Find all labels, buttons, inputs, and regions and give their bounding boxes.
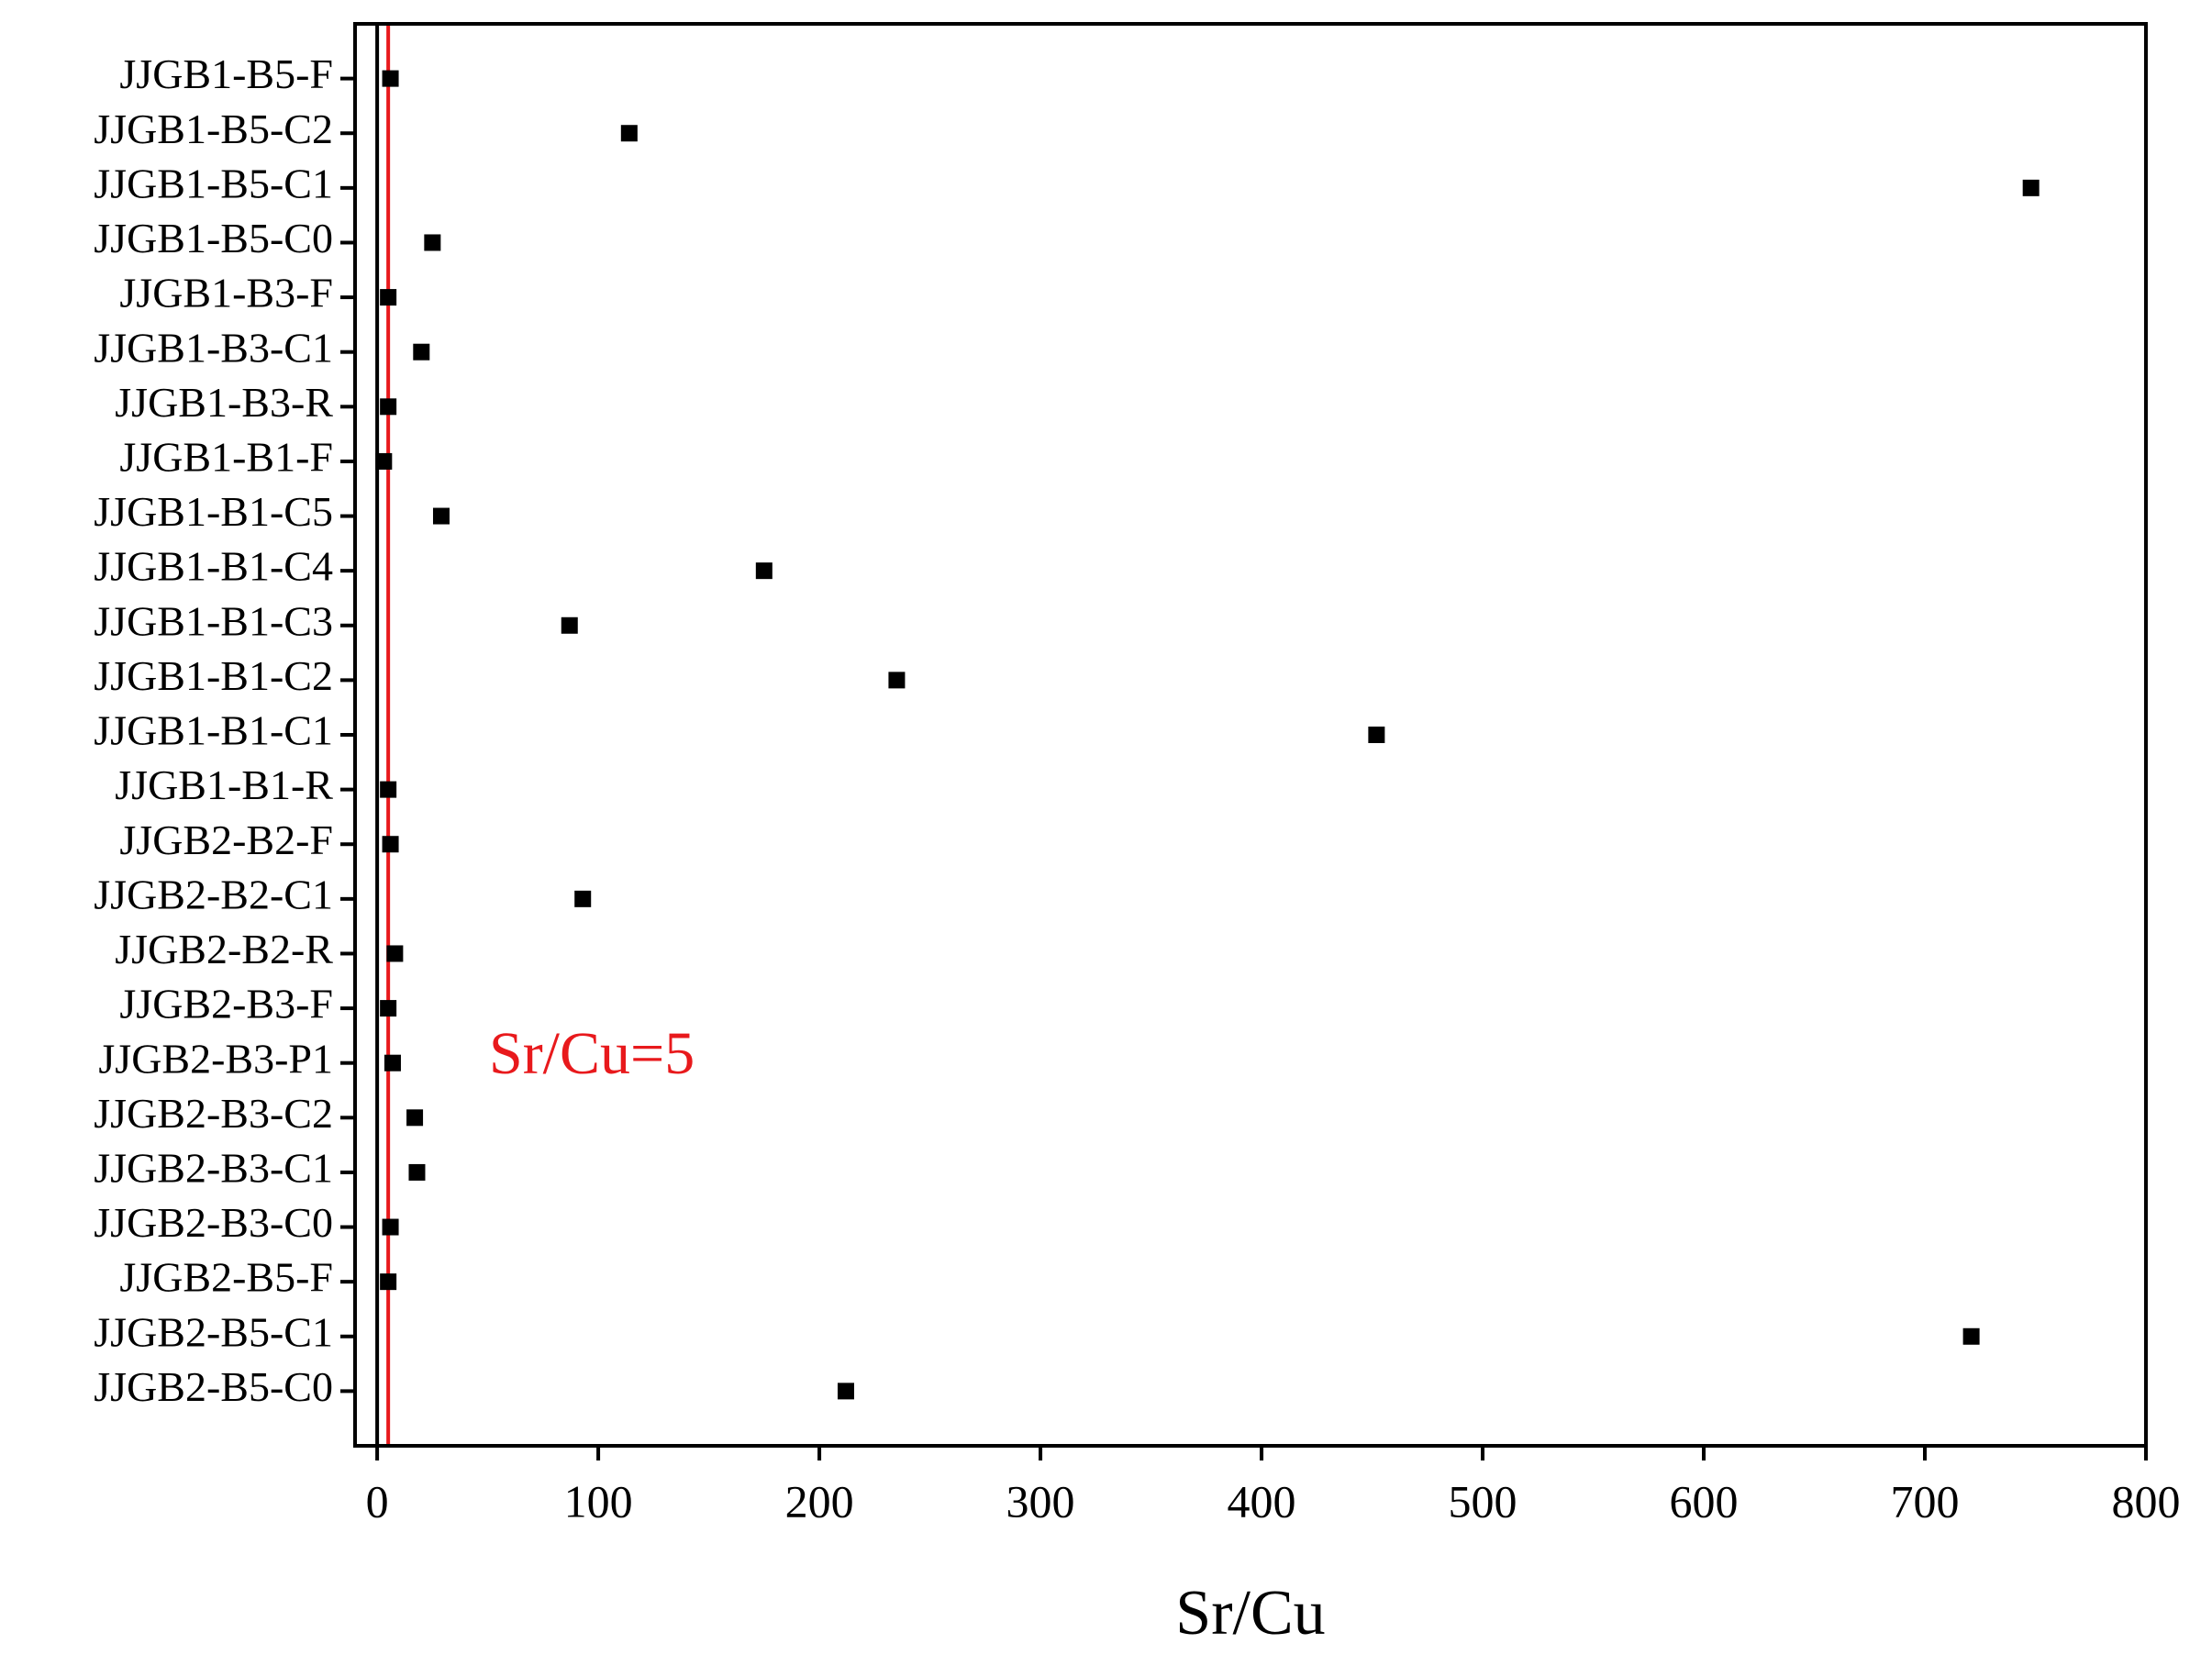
point xyxy=(755,562,773,580)
x-tick-label: 200 xyxy=(785,1475,854,1527)
point xyxy=(837,1383,854,1400)
point xyxy=(620,125,638,142)
point xyxy=(1962,1327,1980,1345)
y-tick-label: JJGB2-B3-C0 xyxy=(94,1199,333,1246)
y-tick-label: JJGB1-B5-C2 xyxy=(94,106,333,152)
point xyxy=(382,70,399,87)
x-tick-label: 100 xyxy=(564,1475,633,1527)
y-tick-label: JJGB1-B1-C4 xyxy=(94,543,333,590)
point xyxy=(380,289,397,306)
y-tick-label: JJGB1-B3-R xyxy=(115,379,333,426)
point xyxy=(574,890,592,907)
y-tick-label: JJGB1-B5-C0 xyxy=(94,215,333,261)
reference-label: Sr/Cu=5 xyxy=(489,1020,695,1087)
x-axis-title: Sr/Cu xyxy=(1175,1578,1325,1649)
point xyxy=(561,616,578,634)
x-tick-label: 500 xyxy=(1449,1475,1517,1527)
y-tick-label: JJGB2-B2-F xyxy=(119,816,333,863)
point xyxy=(1368,727,1385,743)
y-tick-label: JJGB2-B3-P1 xyxy=(98,1035,333,1082)
y-tick-label: JJGB1-B1-C3 xyxy=(94,597,333,644)
y-tick-label: JJGB1-B1-C1 xyxy=(94,707,333,754)
y-tick-label: JJGB2-B3-C1 xyxy=(94,1144,333,1191)
x-tick-label: 700 xyxy=(1891,1475,1960,1527)
x-tick-label: 300 xyxy=(1006,1475,1075,1527)
x-tick-label: 600 xyxy=(1670,1475,1739,1527)
point xyxy=(380,1000,397,1017)
point xyxy=(382,836,399,853)
x-tick-label: 800 xyxy=(2112,1475,2181,1527)
point xyxy=(424,234,441,251)
y-tick-label: JJGB1-B3-F xyxy=(119,270,333,317)
point xyxy=(386,945,404,962)
y-tick-label: JJGB1-B5-C1 xyxy=(94,160,333,206)
point xyxy=(380,398,397,416)
y-tick-label: JJGB1-B1-C2 xyxy=(94,652,333,699)
y-tick-label: JJGB1-B3-C1 xyxy=(94,324,333,371)
y-tick-label: JJGB2-B2-C1 xyxy=(94,871,333,917)
point xyxy=(375,452,393,470)
point xyxy=(432,507,450,525)
x-tick-label: 0 xyxy=(366,1475,389,1527)
y-tick-label: JJGB1-B1-C5 xyxy=(94,488,333,535)
y-tick-label: JJGB2-B5-F xyxy=(119,1254,333,1301)
y-tick-label: JJGB2-B5-C0 xyxy=(94,1363,333,1410)
y-tick-label: JJGB2-B5-C1 xyxy=(94,1308,333,1355)
y-tick-label: JJGB1-B1-F xyxy=(119,433,333,480)
plot-frame xyxy=(353,22,2148,1448)
y-tick-label: JJGB2-B3-F xyxy=(119,981,333,1027)
y-tick-label: JJGB1-B1-R xyxy=(115,761,333,808)
y-tick-label: JJGB1-B5-F xyxy=(119,50,333,97)
y-tick-label: JJGB2-B3-C2 xyxy=(94,1090,333,1137)
point xyxy=(380,1273,397,1291)
point xyxy=(2022,179,2040,196)
point xyxy=(408,1163,426,1181)
point xyxy=(382,1218,399,1236)
point xyxy=(383,1054,401,1072)
point xyxy=(888,672,906,689)
point xyxy=(406,1109,424,1127)
point xyxy=(413,343,430,361)
y-tick-label: JJGB2-B2-R xyxy=(115,926,333,972)
point xyxy=(380,781,397,798)
x-tick-label: 400 xyxy=(1228,1475,1296,1527)
